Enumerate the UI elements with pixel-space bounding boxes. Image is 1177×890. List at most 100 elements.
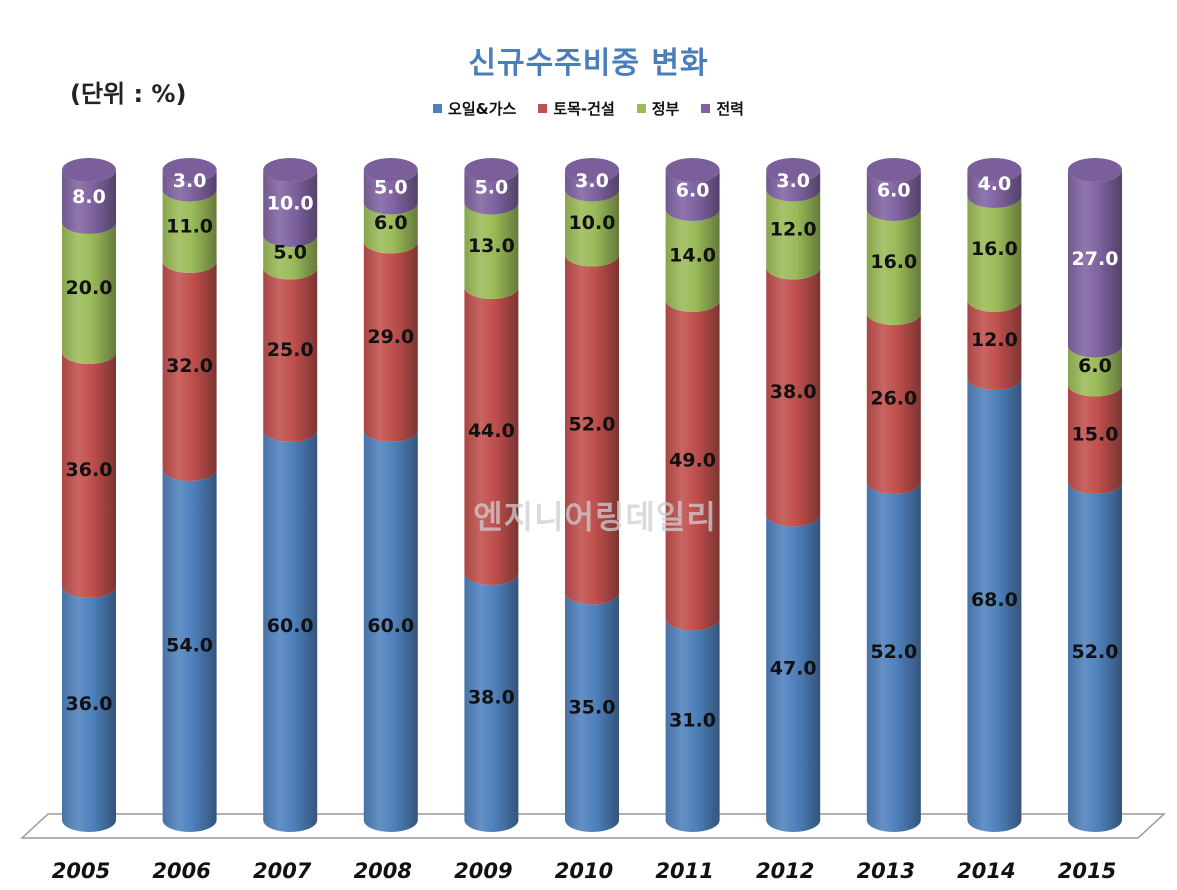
chart-title: 신규수주비중 변화 bbox=[468, 46, 709, 81]
value-label: 5.0 bbox=[475, 176, 509, 198]
value-label: 27.0 bbox=[1072, 248, 1119, 270]
bar-segment bbox=[565, 170, 619, 202]
value-label: 29.0 bbox=[367, 326, 414, 348]
x-tick-label: 2011 bbox=[655, 859, 713, 883]
bar-segment bbox=[62, 586, 116, 832]
value-label: 38.0 bbox=[770, 381, 817, 403]
x-tick-label: 2012 bbox=[756, 859, 814, 883]
bar-segment bbox=[62, 352, 116, 598]
legend-item: 정부 bbox=[636, 98, 680, 119]
bar-segment bbox=[665, 618, 720, 832]
value-label: 52.0 bbox=[569, 414, 616, 436]
bar-segment bbox=[363, 430, 418, 832]
bar-segment bbox=[565, 254, 619, 605]
value-label: 6.0 bbox=[374, 212, 408, 234]
value-label: 10.0 bbox=[569, 212, 616, 234]
bar-segment bbox=[766, 267, 821, 527]
bar-segment bbox=[866, 313, 921, 494]
bar-segment bbox=[162, 261, 217, 482]
bar-segment bbox=[766, 189, 821, 280]
bar-segment bbox=[464, 170, 519, 215]
value-label: 54.0 bbox=[166, 635, 213, 657]
x-tick-label: 2008 bbox=[354, 859, 412, 883]
bar-segment bbox=[1068, 170, 1122, 358]
bar-top-cap bbox=[62, 158, 116, 182]
value-label: 60.0 bbox=[367, 615, 414, 637]
bar-segment bbox=[866, 482, 921, 832]
bar-segment bbox=[766, 514, 821, 832]
value-label: 20.0 bbox=[66, 277, 113, 299]
x-tick-label: 2009 bbox=[454, 859, 512, 883]
bar-segment bbox=[766, 170, 821, 202]
bar-segment bbox=[866, 170, 921, 222]
value-label: 52.0 bbox=[870, 641, 917, 663]
bar-segment bbox=[263, 235, 318, 280]
bar-segment bbox=[62, 170, 116, 234]
x-tick-label: 2010 bbox=[555, 859, 613, 883]
bar-segment bbox=[464, 202, 519, 300]
bar-top-cap bbox=[565, 158, 619, 182]
legend-label: 정부 bbox=[651, 100, 680, 118]
value-label: 3.0 bbox=[776, 170, 810, 192]
bar-top-cap bbox=[665, 158, 720, 182]
bar-segment bbox=[464, 287, 519, 586]
value-label: 16.0 bbox=[971, 238, 1018, 260]
value-label: 8.0 bbox=[72, 186, 106, 208]
value-label: 49.0 bbox=[669, 449, 716, 471]
value-label: 3.0 bbox=[575, 170, 609, 192]
x-tick-label: 2014 bbox=[957, 859, 1015, 883]
bar-top-cap bbox=[967, 158, 1022, 182]
value-label: 14.0 bbox=[669, 245, 716, 267]
value-label: 26.0 bbox=[870, 388, 917, 410]
value-label: 5.0 bbox=[374, 176, 408, 198]
legend-label: 전력 bbox=[716, 100, 744, 118]
bar-top-cap bbox=[263, 158, 318, 182]
bar-segment bbox=[263, 170, 318, 247]
bar-segment bbox=[967, 196, 1022, 312]
bar-segment bbox=[464, 573, 519, 832]
legend-swatch bbox=[701, 104, 711, 113]
value-label: 12.0 bbox=[971, 329, 1018, 351]
bar-segment bbox=[565, 592, 619, 832]
bar-top-cap bbox=[162, 158, 217, 182]
bar-segment bbox=[62, 222, 116, 364]
bar-segment bbox=[363, 202, 418, 254]
value-label: 25.0 bbox=[267, 339, 314, 361]
value-label: 60.0 bbox=[267, 615, 314, 637]
value-label: 13.0 bbox=[468, 235, 515, 257]
bar-segment bbox=[665, 170, 720, 222]
value-label: 31.0 bbox=[669, 709, 716, 731]
value-label: 15.0 bbox=[1072, 423, 1119, 445]
value-label: 36.0 bbox=[66, 693, 113, 715]
legend-label: 토목-건설 bbox=[553, 100, 615, 118]
bar-segment bbox=[565, 189, 619, 267]
x-tick-label: 2006 bbox=[152, 859, 210, 883]
value-label: 52.0 bbox=[1072, 641, 1119, 663]
bar-top-cap bbox=[1068, 158, 1122, 182]
legend-swatch bbox=[636, 104, 646, 113]
value-label: 35.0 bbox=[569, 696, 616, 718]
bar-segment bbox=[263, 267, 318, 443]
bar-segment bbox=[967, 300, 1022, 390]
legend-label: 오일&가스 bbox=[448, 100, 517, 118]
bar-segment bbox=[162, 189, 217, 273]
value-label: 4.0 bbox=[978, 173, 1012, 195]
value-label: 47.0 bbox=[770, 657, 817, 679]
legend-item: 토목-건설 bbox=[538, 98, 615, 119]
value-label: 11.0 bbox=[166, 215, 213, 237]
bar-segment bbox=[1068, 345, 1122, 397]
bar-segment bbox=[1068, 384, 1122, 494]
x-tick-label: 2013 bbox=[857, 859, 915, 883]
bar-segment bbox=[363, 241, 418, 443]
bar-top-cap bbox=[464, 158, 519, 182]
value-label: 38.0 bbox=[468, 687, 515, 709]
legend-item: 전력 bbox=[701, 98, 744, 119]
bar-segment bbox=[967, 378, 1022, 832]
value-label: 3.0 bbox=[173, 170, 207, 192]
value-label: 6.0 bbox=[676, 180, 710, 202]
value-label: 44.0 bbox=[468, 420, 515, 442]
bar-segment bbox=[162, 170, 217, 202]
legend: 오일&가스 토목-건설 정부 전력 bbox=[0, 98, 1177, 119]
bar-segment bbox=[1068, 482, 1122, 832]
